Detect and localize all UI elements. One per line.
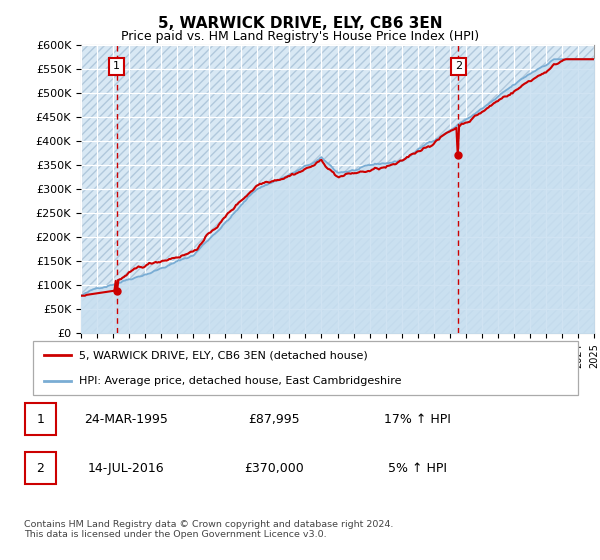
Text: 2: 2 bbox=[455, 62, 462, 72]
Text: 5, WARWICK DRIVE, ELY, CB6 3EN (detached house): 5, WARWICK DRIVE, ELY, CB6 3EN (detached… bbox=[79, 350, 367, 360]
Text: 14-JUL-2016: 14-JUL-2016 bbox=[88, 461, 164, 475]
Text: 1: 1 bbox=[37, 413, 44, 426]
FancyBboxPatch shape bbox=[25, 452, 56, 484]
Text: 1: 1 bbox=[113, 62, 120, 72]
Text: Price paid vs. HM Land Registry's House Price Index (HPI): Price paid vs. HM Land Registry's House … bbox=[121, 30, 479, 43]
Text: 17% ↑ HPI: 17% ↑ HPI bbox=[383, 413, 451, 426]
Text: Contains HM Land Registry data © Crown copyright and database right 2024.
This d: Contains HM Land Registry data © Crown c… bbox=[24, 520, 394, 539]
FancyBboxPatch shape bbox=[33, 341, 578, 395]
Text: 2: 2 bbox=[37, 461, 44, 475]
Text: 5, WARWICK DRIVE, ELY, CB6 3EN: 5, WARWICK DRIVE, ELY, CB6 3EN bbox=[158, 16, 442, 31]
Bar bbox=[81, 45, 594, 333]
Text: 24-MAR-1995: 24-MAR-1995 bbox=[85, 413, 168, 426]
Text: HPI: Average price, detached house, East Cambridgeshire: HPI: Average price, detached house, East… bbox=[79, 376, 401, 386]
FancyBboxPatch shape bbox=[25, 403, 56, 435]
Text: £370,000: £370,000 bbox=[245, 461, 304, 475]
Text: £87,995: £87,995 bbox=[248, 413, 301, 426]
Text: 5% ↑ HPI: 5% ↑ HPI bbox=[388, 461, 446, 475]
